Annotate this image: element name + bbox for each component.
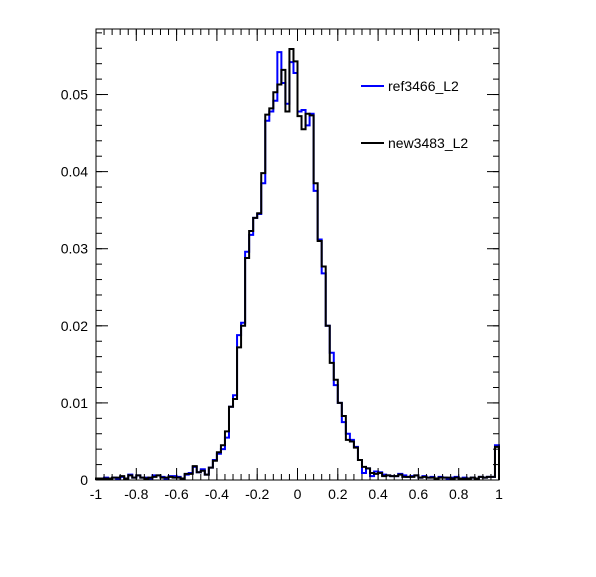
y-tick-label: 0.05 <box>61 87 88 103</box>
x-tick-label: 0.8 <box>449 486 469 502</box>
y-tick-label: 0.01 <box>61 395 88 411</box>
x-tick-label: 0 <box>294 486 302 502</box>
x-tick-label: 0.2 <box>328 486 348 502</box>
legend-label-1: ref3466_L2 <box>388 78 459 94</box>
x-tick-label: 1 <box>495 486 503 502</box>
x-tick-label: -0.6 <box>165 486 189 502</box>
x-tick-label: 0.6 <box>409 486 429 502</box>
x-tick-label: -0.2 <box>245 486 269 502</box>
x-tick-label: -0.8 <box>124 486 148 502</box>
series-line-2 <box>95 48 500 480</box>
legend: ref3466_L2 new3483_L2 <box>361 78 468 151</box>
legend-label-2: new3483_L2 <box>388 135 468 151</box>
x-tick-label: -0.4 <box>205 486 229 502</box>
y-tick-label: 0.02 <box>61 318 88 334</box>
axes-layer: -1 -0.8 -0.6 -0.4 -0.2 0 0.2 0.4 0.6 0.8 1 0 0.01 0.0… <box>61 28 503 502</box>
y-tick-label: 0.03 <box>61 241 88 257</box>
x-tick-label: -1 <box>90 486 103 502</box>
series-layer <box>95 48 500 481</box>
y-tick-label: 0.04 <box>61 164 88 180</box>
y-tick-label: 0 <box>80 472 88 488</box>
x-tick-label: 0.4 <box>368 486 388 502</box>
